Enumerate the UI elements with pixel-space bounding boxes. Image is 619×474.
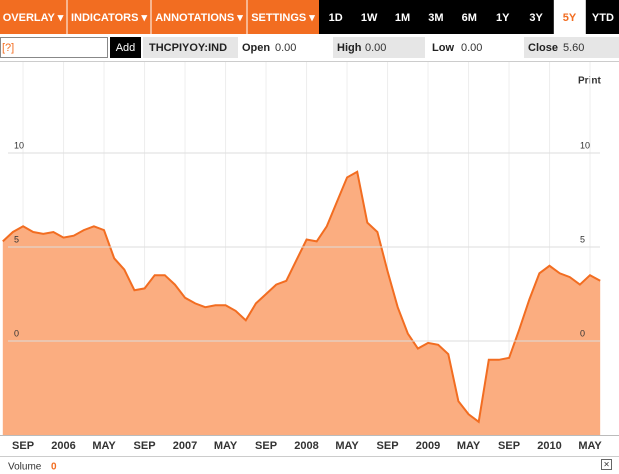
x-tick-label: 2008	[294, 440, 318, 452]
x-tick-label: SEP	[134, 440, 156, 452]
y-tick-label-right: 10	[580, 140, 590, 150]
y-tick-label: 10	[14, 140, 24, 150]
x-tick-label: MAY	[335, 440, 359, 452]
x-tick-label: MAY	[92, 440, 116, 452]
ticker-bg	[143, 37, 238, 58]
range-button[interactable]: 1Y	[496, 12, 510, 24]
area-fill	[2, 171, 601, 436]
add-button-bg[interactable]	[110, 37, 141, 58]
x-tick-label: 2006	[51, 440, 75, 452]
low-value: 0.00	[461, 42, 482, 54]
menu-button[interactable]: SETTINGS ▾	[251, 12, 315, 24]
x-tick-label: SEP	[255, 440, 277, 452]
x-tick-label: 2010	[537, 440, 561, 452]
x-tick-label: MAY	[214, 440, 238, 452]
y-tick-label: 5	[14, 234, 19, 244]
x-tick-label: MAY	[457, 440, 481, 452]
volume-value: 0	[51, 462, 57, 473]
range-button[interactable]: 1M	[395, 12, 410, 24]
high-bg	[333, 37, 425, 58]
x-tick-label: MAY	[578, 440, 602, 452]
open-label: Open	[242, 42, 270, 54]
y-tick-label-right: 5	[580, 234, 585, 244]
range-selected-bg	[553, 0, 586, 34]
open-value: 0.00	[275, 42, 296, 54]
range-button[interactable]: 3Y	[529, 12, 543, 24]
x-tick-label: 2007	[173, 440, 197, 452]
high-value: 0.00	[365, 42, 386, 54]
y-tick-label: 0	[14, 328, 19, 338]
input-placeholder: [?]	[2, 42, 14, 54]
x-tick-label: SEP	[377, 440, 399, 452]
close-label: Close	[528, 42, 558, 54]
x-tick-label: SEP	[498, 440, 520, 452]
range-button[interactable]: 1D	[329, 12, 343, 24]
close-icon-box[interactable]	[601, 459, 612, 470]
range-button[interactable]: 1W	[361, 12, 378, 24]
high-label: High	[337, 42, 362, 54]
range-button[interactable]: 5Y	[563, 12, 577, 24]
area-line	[2, 170, 601, 424]
range-button[interactable]: 3M	[428, 12, 443, 24]
close-value: 5.60	[563, 42, 584, 54]
x-tick-label: SEP	[12, 440, 34, 452]
symbol-input[interactable]	[0, 37, 108, 58]
range-button[interactable]: YTD	[592, 12, 614, 24]
ticker: THCPIYOY:IND	[149, 42, 227, 54]
menu-button[interactable]: ANNOTATIONS ▾	[155, 12, 243, 24]
menu-button[interactable]: INDICATORS ▾	[71, 12, 147, 24]
y-tick-label-right: 0	[580, 328, 585, 338]
x-tick-label: 2009	[416, 440, 440, 452]
volume-label: Volume	[8, 462, 42, 473]
close-icon[interactable]: ×	[604, 460, 610, 471]
add-button[interactable]: Add	[116, 42, 136, 54]
toolbar-menu-bg	[0, 0, 319, 34]
range-button[interactable]: 6M	[462, 12, 477, 24]
low-label: Low	[432, 42, 454, 54]
close-bg	[524, 37, 619, 58]
menu-button[interactable]: OVERLAY ▾	[3, 12, 64, 24]
